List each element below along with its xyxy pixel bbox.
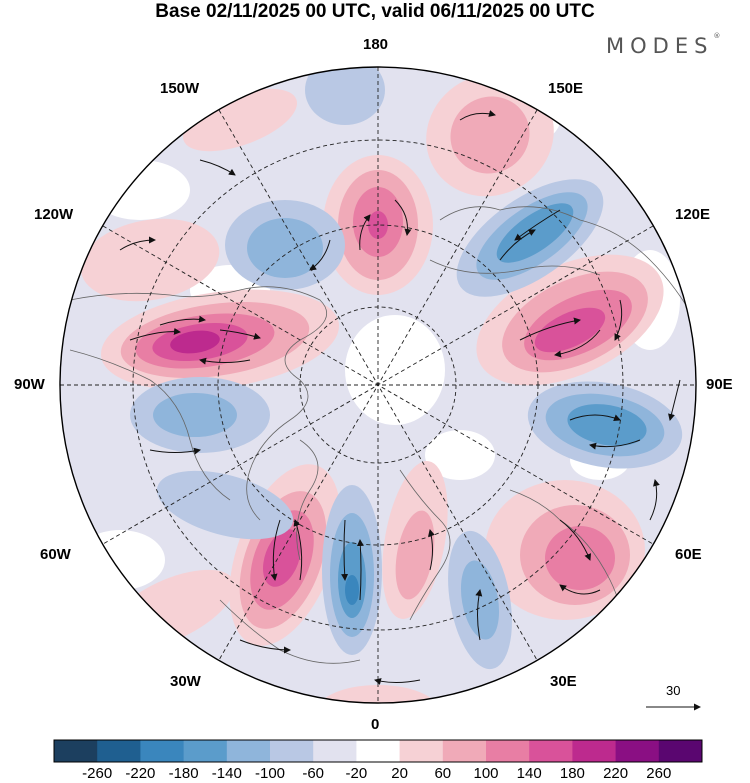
reference-vector-label: 30 <box>666 683 681 698</box>
modes-logo: MODES® <box>606 32 721 58</box>
lon-label-60w: 60W <box>40 546 71 563</box>
lon-label-0: 0 <box>371 716 380 733</box>
colorbar-cell <box>399 740 444 762</box>
colorbar-cell <box>486 740 530 762</box>
colorbar-cell <box>226 740 271 762</box>
colorbar-cell <box>270 740 314 762</box>
lon-label-120w: 120W <box>34 206 74 223</box>
colorbar-tick-label: -260 <box>82 765 113 782</box>
negative-anomalies <box>130 67 683 670</box>
colorbar-cell <box>313 740 357 762</box>
map-border <box>59 66 697 704</box>
wind-vectors <box>119 110 681 685</box>
colorbar-tick-label: -220 <box>125 765 156 782</box>
colorbar-cell <box>615 740 660 762</box>
lon-label-150e: 150E <box>548 80 584 97</box>
colorbar-tick-label: 100 <box>473 765 499 782</box>
lon-label-30e: 30E <box>550 673 577 690</box>
lon-label-180: 180 <box>363 36 389 53</box>
lon-label-30w: 30W <box>170 673 201 690</box>
lon-label-90e: 90E <box>706 376 733 393</box>
registered-mark: ® <box>713 32 721 40</box>
colorbar-tick-label: -180 <box>168 765 199 782</box>
colorbar-cell <box>183 740 228 762</box>
colorbar-tick-label: 140 <box>516 765 542 782</box>
colorbar-cell <box>54 740 98 762</box>
colorbar-cell <box>529 740 573 762</box>
lon-label-90w: 90W <box>14 376 45 393</box>
colorbar-cell <box>658 740 703 762</box>
colorbar-cell <box>356 740 401 762</box>
colorbar-cell <box>97 740 141 762</box>
colorbar-cell <box>442 740 487 762</box>
colorbar-tick-label: 60 <box>434 765 452 782</box>
map-title: Base 02/11/2025 00 UTC, valid 06/11/2025… <box>155 1 595 22</box>
meridians <box>60 67 696 703</box>
colorbar-cell <box>140 740 185 762</box>
colorbar <box>53 739 703 763</box>
colorbar-tick-label: -20 <box>345 765 368 782</box>
colorbar-tick-label: 180 <box>559 765 585 782</box>
positive-anomalies <box>80 73 664 703</box>
colorbar-tick-label: -140 <box>211 765 242 782</box>
anomaly-field <box>60 67 696 703</box>
colorbar-tick-label: -100 <box>254 765 286 782</box>
colorbar-tick-label: 220 <box>603 765 629 782</box>
colorbar-cell <box>572 740 617 762</box>
colorbar-tick-label: 20 <box>391 765 408 782</box>
colorbar-tick-label: -60 <box>302 765 325 782</box>
lon-label-60e: 60E <box>675 546 702 563</box>
lon-label-150w: 150W <box>160 80 200 97</box>
colorbar-frame <box>53 739 703 763</box>
colorbar-tick-label: 260 <box>646 765 672 782</box>
lon-label-120e: 120E <box>675 206 711 223</box>
brand-text: MODES <box>606 34 714 58</box>
